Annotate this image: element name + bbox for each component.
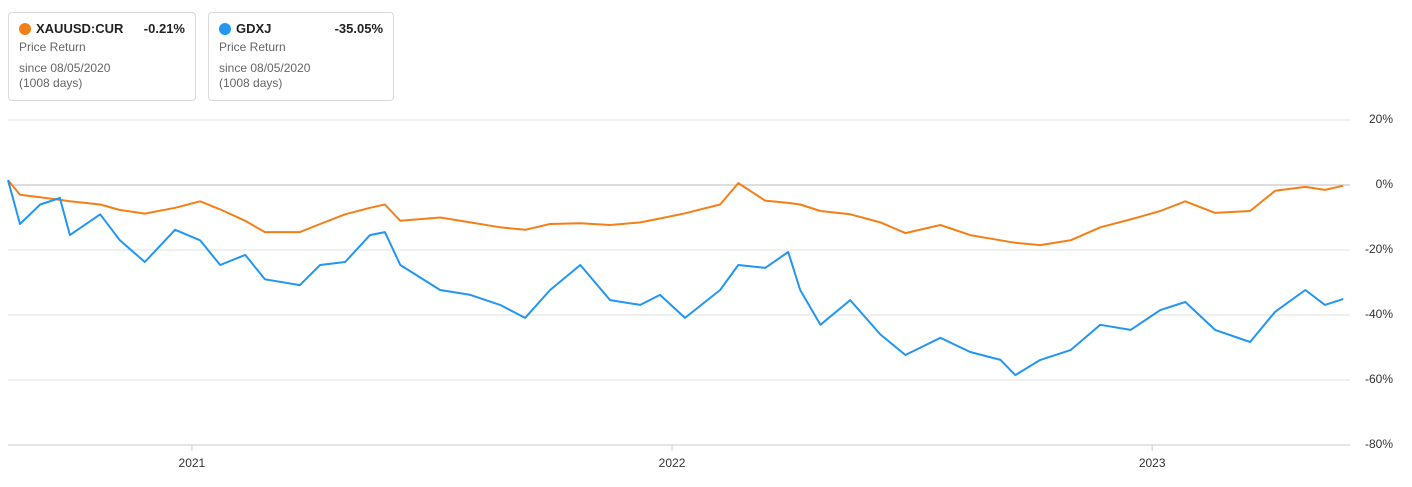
y-tick-label: 0% (1376, 177, 1394, 191)
legend-change: -0.21% (143, 21, 185, 36)
legend-name: GDXJ (236, 21, 272, 36)
legend-item: GDXJ -35.05% Price Return since 08/05/2020(… (208, 12, 394, 101)
legend-since: since 08/05/2020 (219, 61, 311, 75)
legend-item: XAUUSD:CUR -0.21% Price Return since 08/05/… (8, 12, 196, 101)
legend-head: XAUUSD:CUR -0.21% (19, 21, 185, 36)
series-line (7, 179, 1344, 377)
y-tick-label: -60% (1365, 372, 1393, 386)
legend-since: since 08/05/2020 (19, 61, 111, 75)
x-tick-label: 2021 (179, 456, 206, 470)
legend-swatch (19, 22, 31, 35)
legend-change: -35.05% (334, 21, 383, 36)
series-line (7, 179, 1344, 247)
legend-swatch (219, 22, 231, 35)
y-tick-label: -20% (1365, 242, 1393, 256)
legend-metric: Price Return (19, 40, 86, 54)
legend-head: GDXJ -35.05% (219, 21, 383, 36)
x-tick-label: 2022 (659, 456, 686, 470)
legend-days: (1008 days) (19, 76, 83, 90)
y-tick-label: -80% (1365, 437, 1393, 451)
x-tick-label: 2023 (1139, 456, 1166, 470)
legend-name: XAUUSD:CUR (36, 21, 124, 36)
legend-metric: Price Return (219, 40, 286, 54)
y-tick-label: -40% (1365, 307, 1393, 321)
legend-days: (1008 days) (219, 76, 283, 90)
y-tick-label: 20% (1369, 112, 1393, 126)
